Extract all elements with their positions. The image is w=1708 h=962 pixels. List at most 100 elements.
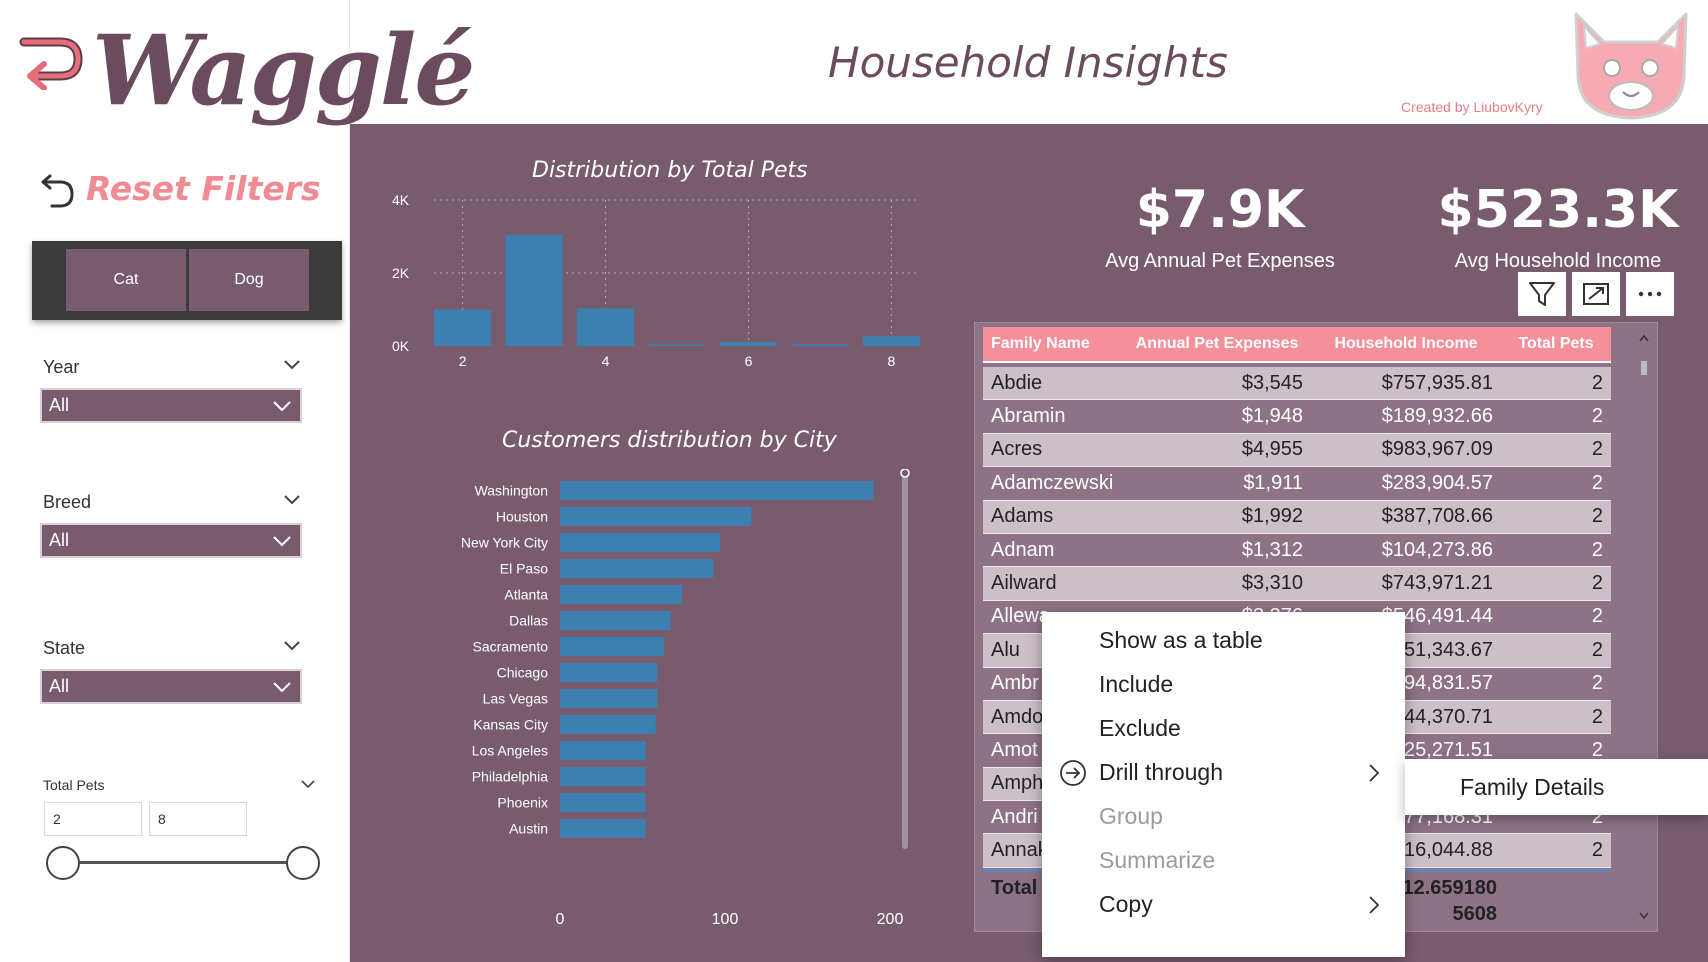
bar-city-1[interactable] — [560, 507, 752, 526]
table-row[interactable]: Adams $1,992 $387,708.66 2 — [983, 500, 1611, 534]
menu-include[interactable]: Include — [1042, 660, 1405, 708]
breed-dropdown[interactable]: All — [40, 523, 302, 558]
bar-city-12[interactable] — [560, 793, 646, 812]
city-label: New York City — [461, 535, 548, 551]
dog-button[interactable]: Dog — [189, 249, 309, 311]
submenu-family-details[interactable]: Family Details — [1405, 759, 1708, 815]
table-cell: 616,044.88 — [1392, 839, 1493, 862]
total-income: 12.659180 — [1402, 877, 1497, 899]
reset-filters-button[interactable]: Reset Filters — [40, 168, 321, 208]
chevron-down-icon[interactable] — [282, 639, 302, 653]
total-pets-max-input[interactable]: 8 — [149, 802, 247, 836]
creator-credit: Created by LiubovKyry — [1401, 99, 1543, 115]
chevron-down-icon[interactable] — [300, 779, 316, 791]
bar-city-9[interactable] — [560, 715, 656, 734]
total-pets-min-input[interactable]: 2 — [44, 802, 142, 836]
menu-exclude[interactable]: Exclude — [1042, 704, 1405, 752]
back-arrow-icon[interactable] — [14, 28, 86, 90]
chevron-down-icon[interactable] — [282, 493, 302, 507]
bar-city-0[interactable] — [560, 481, 874, 500]
focus-mode-icon — [1583, 283, 1609, 305]
chart-scrollbar[interactable] — [902, 469, 908, 849]
menu-exclude-label: Exclude — [1099, 714, 1181, 741]
table-row[interactable]: Acres $4,955 $983,967.09 2 — [983, 433, 1611, 468]
menu-show-as-table-label: Show as a table — [1099, 626, 1263, 653]
bar-city-11[interactable] — [560, 767, 646, 786]
menu-group-label: Group — [1099, 802, 1163, 829]
filter-button[interactable] — [1518, 272, 1566, 316]
state-dropdown[interactable]: All — [40, 669, 302, 704]
table-cell: Alu — [991, 638, 1020, 661]
menu-copy[interactable]: Copy — [1042, 880, 1405, 928]
bar-city-6[interactable] — [560, 637, 664, 656]
menu-show-as-table[interactable]: Show as a table — [1042, 616, 1405, 664]
dashboard-canvas: Distribution by Total Pets 0K 2K 4K 2 4 6 8 Cu… — [350, 124, 1708, 962]
city-label: Atlanta — [504, 587, 548, 603]
col-annual-pet-expenses[interactable]: Annual Pet Expenses — [1135, 335, 1299, 352]
table-cell: $1,312 — [1241, 538, 1303, 561]
chevron-down-icon — [273, 401, 291, 412]
city-label: Kansas City — [473, 717, 548, 733]
bar-city-4[interactable] — [560, 585, 683, 604]
table-scrollbar[interactable] — [1637, 329, 1651, 925]
range-slider-track[interactable] — [62, 861, 304, 864]
table-cell: $104,273.86 — [1381, 538, 1493, 561]
year-slicer-title: Year — [43, 357, 80, 377]
range-slider-min-handle[interactable] — [46, 846, 80, 880]
bar-city-13[interactable] — [560, 819, 646, 838]
bar-total-pets-4[interactable] — [576, 308, 635, 346]
bar-city-5[interactable] — [560, 611, 671, 630]
city-chart-title: Customers distribution by City — [502, 428, 837, 453]
menu-group: Group — [1042, 792, 1405, 840]
chevron-down-icon — [273, 536, 291, 547]
bar-city-7[interactable] — [560, 663, 658, 682]
bar-city-8[interactable] — [560, 689, 658, 708]
bar-total-pets-6[interactable] — [719, 341, 778, 346]
col-household-income[interactable]: Household Income — [1334, 335, 1478, 352]
bar-city-10[interactable] — [560, 741, 646, 760]
table-cell: 2 — [1591, 672, 1603, 695]
bar-city-2[interactable] — [560, 533, 721, 552]
x-tick-label: 6 — [745, 353, 753, 369]
table-cell: $546,491.44 — [1381, 605, 1493, 628]
col-family-name[interactable]: Family Name — [991, 335, 1090, 352]
x-tick-label: 100 — [712, 911, 739, 928]
bar-total-pets-7[interactable] — [791, 344, 849, 346]
table-row[interactable]: Ailward $3,310 $743,971.21 2 — [983, 567, 1611, 601]
table-row[interactable]: Adamczewski $1,911 $283,904.57 2 — [983, 467, 1611, 501]
table-cell: 2 — [1591, 839, 1603, 862]
bar-total-pets-3[interactable] — [505, 234, 563, 346]
table-row[interactable]: Abramin $1,948 $189,932.66 2 — [983, 400, 1611, 434]
bar-total-pets-2[interactable] — [434, 309, 492, 347]
table-row[interactable]: Adnam $1,312 $104,273.86 2 — [983, 533, 1611, 568]
bar-total-pets-8[interactable] — [862, 336, 920, 346]
menu-drill-through[interactable]: Drill through — [1042, 748, 1405, 796]
cat-button[interactable]: Cat — [66, 249, 186, 311]
cat-face-icon — [1574, 12, 1688, 120]
state-dropdown-value: All — [49, 676, 70, 696]
col-total-pets[interactable]: Total Pets — [1518, 335, 1594, 352]
more-options-icon — [1638, 291, 1662, 297]
pets-distribution-chart[interactable]: 0K 2K 4K 2 4 6 8 — [390, 190, 950, 390]
year-dropdown[interactable]: All — [40, 388, 302, 423]
table-cell: $1,992 — [1241, 505, 1303, 528]
table-cell: $3,545 — [1241, 371, 1303, 394]
page-title: Household Insights — [828, 38, 1228, 87]
table-cell: $743,971.21 — [1381, 572, 1493, 595]
city-distribution-chart[interactable]: Washington Houston New York City El Paso Atl… — [390, 469, 950, 939]
scroll-handle[interactable] — [900, 469, 910, 478]
more-options-button[interactable] — [1626, 272, 1674, 316]
range-slider-max-handle[interactable] — [286, 846, 320, 880]
table-cell: 251,343.67 — [1392, 638, 1493, 661]
table-cell: Allewa — [991, 605, 1050, 628]
chevron-right-icon — [1369, 896, 1380, 914]
table-cell: Annak — [991, 839, 1048, 862]
table-cell: 2 — [1591, 605, 1603, 628]
table-cell: Ambr — [991, 672, 1039, 695]
focus-mode-button[interactable] — [1572, 272, 1620, 316]
table-row[interactable]: Abdie $3,545 $757,935.81 2 — [983, 367, 1611, 401]
bar-total-pets-5[interactable] — [648, 344, 706, 346]
bar-city-3[interactable] — [560, 559, 714, 578]
chevron-down-icon[interactable] — [282, 358, 302, 372]
table-cell: 425,271.51 — [1392, 738, 1493, 761]
